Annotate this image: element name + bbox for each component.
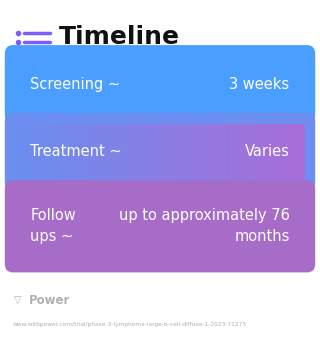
FancyBboxPatch shape (5, 113, 315, 191)
FancyBboxPatch shape (5, 45, 315, 123)
Text: up to approximately 76
months: up to approximately 76 months (119, 209, 290, 244)
Text: www.withpower.com/trial/phase-3-lymphoma-large-b-cell-diffuse-1-2023-71275: www.withpower.com/trial/phase-3-lymphoma… (13, 322, 247, 327)
Text: ▽: ▽ (14, 295, 22, 305)
Text: Screening ~: Screening ~ (30, 77, 121, 92)
Text: Follow
ups ~: Follow ups ~ (30, 209, 76, 244)
Text: 3 weeks: 3 weeks (229, 77, 290, 92)
Text: Power: Power (29, 294, 70, 307)
FancyBboxPatch shape (5, 180, 315, 272)
Text: Varies: Varies (245, 144, 290, 159)
Text: Timeline: Timeline (59, 25, 180, 50)
Text: Treatment ~: Treatment ~ (30, 144, 122, 159)
